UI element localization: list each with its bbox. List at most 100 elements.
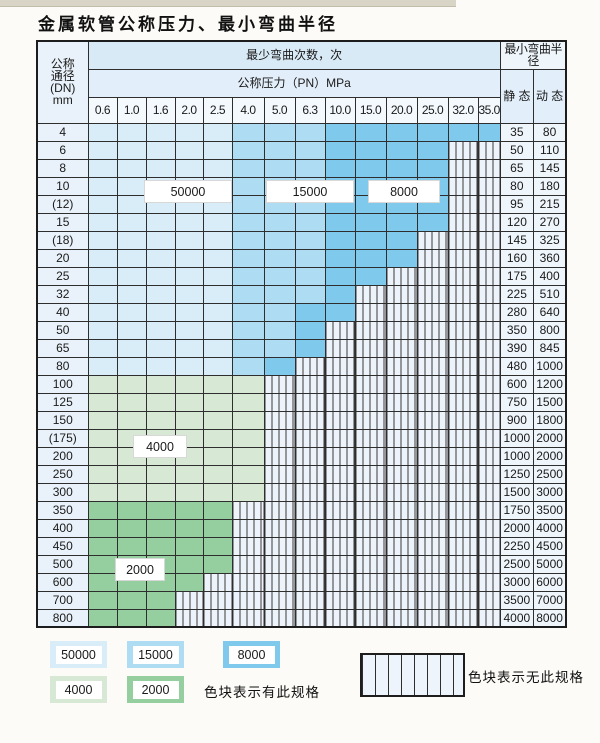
dn-cell: 40 xyxy=(36,302,89,322)
dn-cell: (12) xyxy=(36,194,89,214)
grid-cell xyxy=(202,554,233,574)
grid-cell xyxy=(116,302,147,322)
grid-cell xyxy=(294,374,326,394)
static-radius-cell: 280 xyxy=(499,302,534,322)
grid-cell xyxy=(447,500,479,520)
grid-cell xyxy=(354,122,387,142)
grid-cell xyxy=(447,284,479,304)
grid-cell xyxy=(354,428,387,448)
grid-cell xyxy=(87,482,118,502)
grid-cell xyxy=(354,518,387,538)
grid-cell xyxy=(145,374,176,394)
grid-cell xyxy=(447,248,479,268)
grid-cell xyxy=(87,590,118,610)
grid-cell xyxy=(416,212,449,232)
grid-cell xyxy=(263,446,296,466)
grid-cell xyxy=(294,266,326,286)
grid-cell xyxy=(202,572,233,592)
grid-cell xyxy=(116,590,147,610)
grid-cell xyxy=(477,284,501,304)
grid-cell xyxy=(87,248,118,268)
grid-cell xyxy=(477,518,501,538)
grid-cell xyxy=(477,338,501,358)
grid-cell xyxy=(416,482,449,502)
grid-cell xyxy=(263,572,296,592)
grid-cell xyxy=(354,230,387,250)
grid-cell xyxy=(87,428,118,448)
dn-cell: 20 xyxy=(36,248,89,268)
grid-cell xyxy=(174,284,204,304)
grid-cell xyxy=(263,356,296,376)
dynamic-radius-cell: 5000 xyxy=(532,554,567,574)
grid-cell xyxy=(145,536,176,556)
grid-cell xyxy=(354,572,387,592)
grid-cell xyxy=(324,302,356,322)
grid-cell xyxy=(87,554,118,574)
static-radius-cell: 390 xyxy=(499,338,534,358)
grid-cell xyxy=(174,536,204,556)
dynamic-radius-cell: 360 xyxy=(532,248,567,268)
grid-cell xyxy=(87,374,118,394)
dn-cell: 6 xyxy=(36,140,89,160)
grid-cell xyxy=(202,158,233,178)
grid-cell xyxy=(294,392,326,412)
grid-cell xyxy=(354,536,387,556)
dynamic-radius-cell: 80 xyxy=(532,122,567,142)
page-title: 金属软管公称压力、最小弯曲半径 xyxy=(38,15,338,35)
grid-cell xyxy=(116,608,147,628)
grid-cell xyxy=(174,392,204,412)
grid-cell xyxy=(385,338,418,358)
table-row: 700 3500 7000 xyxy=(36,590,567,610)
grid-cell xyxy=(87,230,118,250)
grid-cell xyxy=(416,428,449,448)
grid-cell xyxy=(447,554,479,574)
grid-cell xyxy=(385,428,418,448)
static-radius-cell: 2500 xyxy=(499,554,534,574)
grid-cell xyxy=(324,392,356,412)
grid-cell xyxy=(324,140,356,160)
grid-cell xyxy=(202,608,233,628)
grid-cell xyxy=(231,500,265,520)
grid-cell xyxy=(87,122,118,142)
grid-cell xyxy=(294,554,326,574)
grid-cell xyxy=(324,266,356,286)
grid-cell xyxy=(477,428,501,448)
grid-cell xyxy=(354,338,387,358)
grid-cell xyxy=(116,536,147,556)
grid-cell xyxy=(385,266,418,286)
grid-cell xyxy=(324,572,356,592)
grid-cell xyxy=(324,248,356,268)
grid-cell xyxy=(87,608,118,628)
static-radius-cell: 50 xyxy=(499,140,534,160)
grid-cell xyxy=(116,356,147,376)
scan-edge-strip xyxy=(0,0,456,7)
grid-cell xyxy=(174,122,204,142)
grid-cell xyxy=(416,266,449,286)
grid-cell xyxy=(116,122,147,142)
grid-cell xyxy=(385,518,418,538)
pressure-tick: 2.5 xyxy=(202,96,233,124)
grid-cell xyxy=(354,374,387,394)
grid-cell xyxy=(416,248,449,268)
dn-cell: 4 xyxy=(36,122,89,142)
dn-cell: 700 xyxy=(36,590,89,610)
grid-cell xyxy=(354,464,387,484)
grid-cell xyxy=(116,158,147,178)
grid-cell xyxy=(87,302,118,322)
grid-cell xyxy=(416,410,449,430)
grid-cell xyxy=(231,284,265,304)
grid-cell xyxy=(145,140,176,160)
grid-cell xyxy=(447,428,479,448)
grid-cell xyxy=(354,284,387,304)
pressure-tick: 35.0 xyxy=(477,96,501,124)
dynamic-radius-cell: 145 xyxy=(532,158,567,178)
grid-cell xyxy=(354,446,387,466)
grid-cell xyxy=(174,338,204,358)
grid-cell xyxy=(116,464,147,484)
grid-cell xyxy=(477,536,501,556)
grid-cell xyxy=(477,230,501,250)
grid-cell xyxy=(354,608,387,628)
grid-cell xyxy=(477,554,501,574)
table-row: 50 350 800 xyxy=(36,320,567,340)
legend-swatch-label: 8000 xyxy=(228,645,275,664)
